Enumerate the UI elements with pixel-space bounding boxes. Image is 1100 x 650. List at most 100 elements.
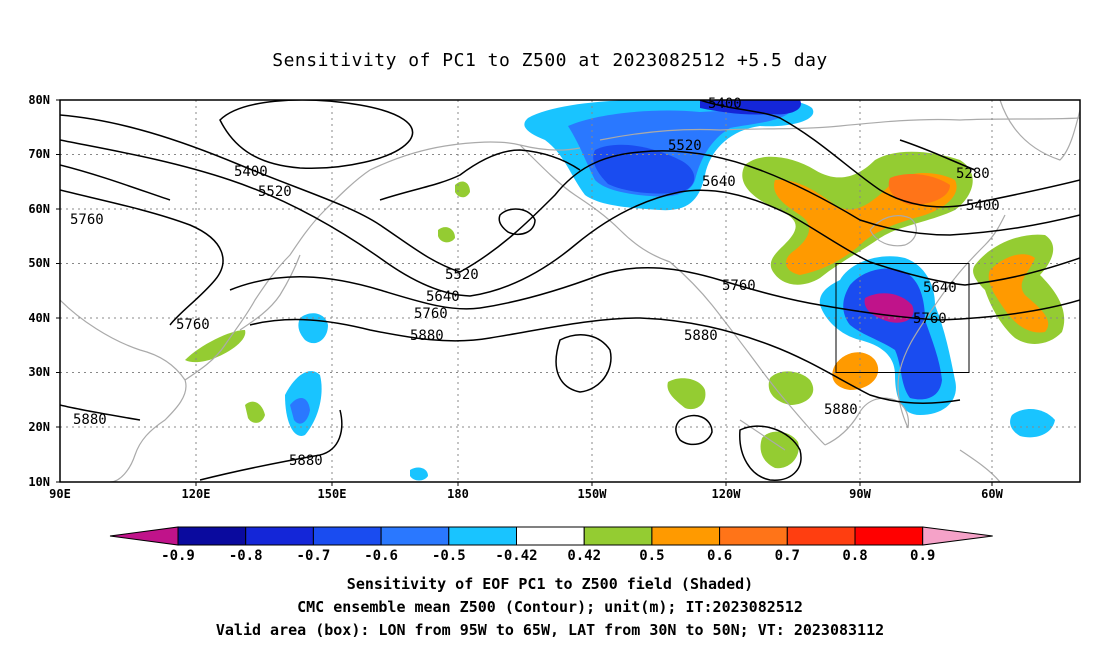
contour-5760-b [229,266,1080,321]
contour-label: 5640 [702,174,736,190]
lat-labels: 80N 70N 60N 50N 40N 30N 20N 10N [28,93,50,489]
contour-label: 5640 [923,280,957,296]
contour-label: 5400 [966,198,1000,214]
contour-label: 5880 [824,402,858,418]
contour-5400-east [699,100,1080,208]
coastlines [60,100,1080,482]
colorbar [109,526,993,546]
contour-label: 5880 [73,412,107,428]
colorbar-label: 0.6 [707,548,732,564]
contour-5880-b [60,404,141,421]
map-title: Sensitivity of PC1 to Z500 at 2023082512… [272,50,828,71]
shading-positive-kamchatka [438,227,455,243]
contour-5880-e [675,414,713,446]
contour-label: 5880 [410,328,444,344]
coastline-eastus [897,277,956,429]
shading-negative-arctic-core [700,100,801,115]
coastline-arctic [599,117,1080,141]
contour-label: 5400 [708,96,742,112]
colorbar-label: -0.5 [432,548,466,564]
lon-label: 90W [849,487,871,501]
contour-5520-a [60,114,1080,273]
colorbar-label: 0.8 [842,548,867,564]
shading-positive-gulf [832,352,879,390]
colorbar-bin [380,526,450,546]
lat-label: 40N [28,311,50,325]
contour-5520-west [60,164,171,201]
colorbar-low-arrow [109,526,179,546]
colorbar-label: 0.9 [910,548,935,564]
contour-label: 5880 [289,453,323,469]
colorbar-bin [719,526,788,546]
contour-label: 5400 [234,164,268,180]
contour-5880-d [555,334,612,393]
contour-5520-b [379,149,581,201]
caption-line-3: Valid area (box): LON from 95W to 65W, L… [215,621,885,639]
colorbar-bin [854,526,924,546]
contour-label: 5520 [445,267,479,283]
contour-label: 5520 [258,184,292,200]
sensitivity-shading [185,100,1065,481]
shading-negative-atlantic-small [1010,408,1055,438]
lat-label: 60N [28,202,50,216]
contour-label: 5760 [414,306,448,322]
contour-5640-a [60,139,1080,297]
colorbar-bin [786,526,856,546]
colorbar-label: -0.42 [495,548,537,564]
shading-negative-alaska-core [593,144,695,194]
valid-area-box [835,263,970,373]
coastline-japan [239,254,301,331]
shading-negative-eastus-core [864,293,914,323]
colorbar-bin [177,526,247,546]
contour-label: 5760 [722,278,756,294]
coastline-asia [60,299,187,482]
shading-positive-atlantic-orange [988,254,1049,333]
contour-5280 [899,139,976,171]
shading-positive-canada-core [888,174,950,205]
colorbar-bin [516,526,585,546]
coastline-mexico [739,419,786,451]
colorbar-high-arrow [922,526,993,546]
colorbar-label: -0.9 [161,548,195,564]
lat-label: 10N [28,475,50,489]
colorbar-label: -0.6 [364,548,398,564]
colorbar-bin [651,526,721,546]
colorbar-label: 0.42 [567,548,601,564]
contour-low-aleutian [498,208,536,236]
shading-positive-philippines [245,401,265,423]
lon-label: 120W [712,487,742,501]
contour-5880-c [199,409,343,481]
lat-label: 70N [28,147,50,161]
shading-positive-aleutian [455,181,470,198]
lon-label: 60W [981,487,1003,501]
lat-label: 80N [28,93,50,107]
colorbar-label: -0.8 [229,548,263,564]
colorbar-bin [448,526,517,546]
contour-5400-west [219,100,414,169]
caption-line-1: Sensitivity of EOF PC1 to Z500 field (Sh… [346,575,754,593]
coastline-northamerica-west [669,261,826,446]
colorbar-bin [583,526,653,546]
contour-labels: 5400 5520 5760 5760 5880 5880 5520 5640 … [70,96,1000,469]
contour-5880-f [739,425,802,481]
contour-label: 5520 [668,138,702,154]
lon-label: 90E [49,487,71,501]
z500-contours [60,100,1080,481]
colorbar-labels: -0.9 -0.8 -0.7 -0.6 -0.5 -0.42 0.42 0.5 0.6 0.7 0.… [161,548,935,564]
lon-label: 150E [318,487,347,501]
contour-5880-a [249,317,961,405]
colorbar-bin [245,526,314,546]
contour-label: 5760 [70,212,104,228]
coastline-southamerica [959,449,1001,482]
lat-label: 30N [28,365,50,379]
lon-labels: 90E 120E 150E 180 150W 120W 90W 60W [49,487,1003,501]
coastline-east-asia [184,169,371,381]
colorbar-label: 0.7 [775,548,800,564]
shading-positive-mexico [768,371,814,405]
colorbar-bin [312,526,382,546]
lon-label: 120E [182,487,211,501]
contour-label: 5760 [913,311,947,327]
axis-ticks [56,99,993,486]
lat-label: 50N [28,256,50,270]
lon-label: 180 [447,487,469,501]
